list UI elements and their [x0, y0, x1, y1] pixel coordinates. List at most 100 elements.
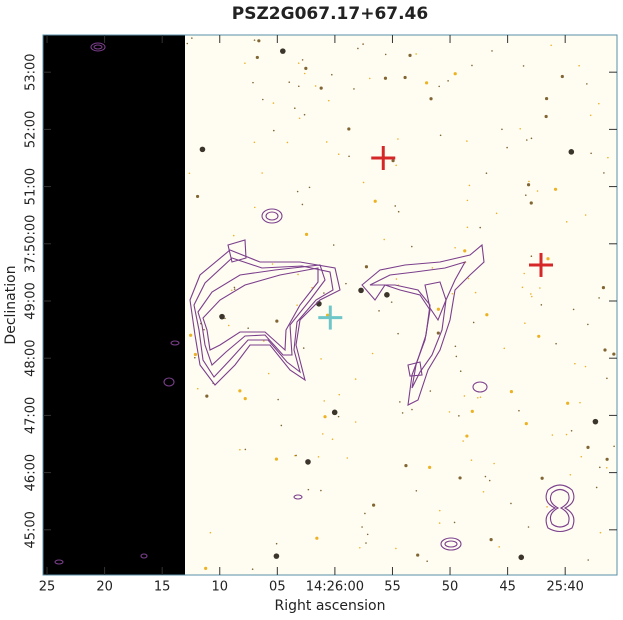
star [555, 342, 557, 345]
star [399, 401, 401, 403]
star [230, 289, 233, 292]
star [491, 50, 493, 52]
star [439, 134, 442, 137]
star [257, 39, 261, 43]
star [584, 214, 587, 216]
star [364, 265, 369, 269]
star [592, 418, 599, 425]
star [465, 434, 469, 438]
star [378, 310, 380, 312]
y-tick-label: 45:00 [24, 511, 39, 548]
star [337, 415, 340, 418]
star [277, 398, 279, 401]
star [530, 293, 532, 295]
star [323, 292, 325, 294]
star [295, 454, 297, 457]
star [331, 409, 338, 416]
star [205, 394, 209, 398]
star [584, 365, 587, 368]
star [495, 212, 498, 215]
star [572, 308, 575, 311]
star [503, 347, 506, 350]
star [429, 97, 433, 101]
star [302, 347, 305, 349]
star [238, 389, 242, 393]
star [454, 345, 457, 348]
star [595, 486, 598, 489]
star [186, 42, 189, 45]
x-tick-label: 55 [384, 580, 401, 595]
star [570, 429, 573, 432]
star [358, 287, 364, 294]
star [244, 448, 247, 451]
star [484, 475, 487, 478]
star [415, 53, 417, 55]
star [578, 64, 580, 67]
star [233, 286, 236, 289]
star [247, 327, 249, 329]
star [272, 102, 275, 104]
star [395, 164, 397, 167]
star [447, 80, 449, 82]
star [458, 476, 462, 480]
star [458, 415, 460, 417]
star [311, 286, 313, 289]
star [463, 395, 466, 397]
star [353, 88, 355, 90]
star [415, 489, 418, 492]
star [530, 137, 533, 140]
star [566, 401, 570, 405]
star [470, 459, 473, 461]
star [477, 396, 479, 399]
cross-marker [318, 305, 343, 330]
star [550, 44, 552, 47]
star [528, 180, 530, 183]
star [323, 400, 326, 402]
star [408, 53, 412, 57]
star [519, 127, 522, 130]
star [397, 332, 399, 335]
star [410, 245, 413, 248]
star [373, 199, 377, 203]
star [404, 464, 408, 468]
star [463, 249, 467, 253]
star [303, 113, 306, 116]
star [568, 149, 575, 155]
star [304, 66, 308, 70]
star [426, 560, 428, 563]
star [523, 272, 526, 275]
star [451, 292, 454, 295]
star [453, 521, 456, 524]
star [383, 76, 388, 80]
radio-contours [54, 42, 575, 565]
star [544, 96, 549, 101]
star [612, 352, 616, 356]
star [362, 181, 365, 184]
y-tick-label: 46:00 [24, 454, 39, 491]
star [586, 445, 590, 449]
star [598, 297, 600, 299]
star [233, 288, 236, 290]
star [347, 127, 351, 131]
star [428, 465, 432, 470]
star [326, 313, 330, 317]
star [479, 226, 482, 229]
star [288, 81, 291, 83]
star [509, 390, 514, 394]
x-axis-label: Right ascension [275, 598, 386, 614]
star [188, 172, 191, 175]
star [525, 139, 528, 141]
star [601, 285, 606, 290]
star [323, 415, 327, 419]
star [488, 479, 491, 482]
star [320, 358, 322, 360]
no-coverage-region [43, 35, 185, 575]
star [384, 53, 387, 56]
star [605, 466, 608, 469]
y-tick-label: 49:00 [24, 282, 39, 319]
star [273, 553, 280, 559]
star-field [186, 37, 616, 571]
star [209, 531, 212, 534]
star [348, 155, 350, 158]
